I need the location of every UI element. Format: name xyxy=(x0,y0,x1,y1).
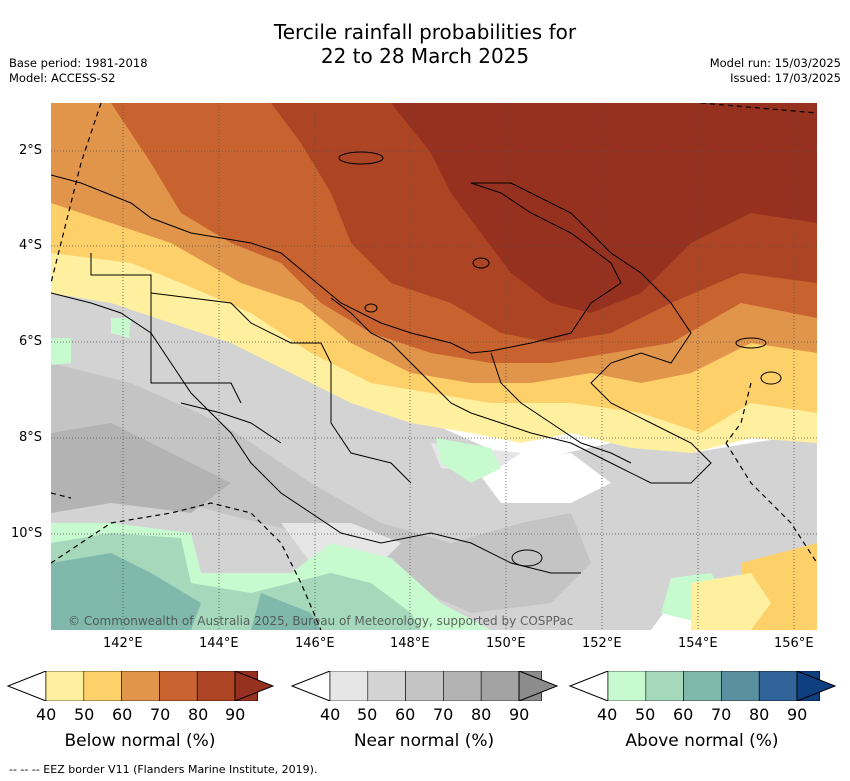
cbar-tick: 50 xyxy=(74,705,95,724)
cbar-segment xyxy=(645,671,684,701)
lon-label: 154°E xyxy=(678,636,718,651)
cbar-under-arrow xyxy=(568,671,609,701)
lat-label: 2°S xyxy=(19,143,43,158)
map-title: Tercile rainfall probabilities for 22 to… xyxy=(0,20,850,68)
lat-label: 4°S xyxy=(19,238,43,253)
model-run: Model run: 15/03/2025 xyxy=(709,56,841,70)
cbar-segment xyxy=(83,671,122,701)
title-line-2: 22 to 28 March 2025 xyxy=(320,44,530,68)
cbar-tick: 70 xyxy=(150,705,171,724)
lon-label: 144°E xyxy=(199,636,239,651)
lon-label: 148°E xyxy=(390,636,430,651)
lat-label: 8°S xyxy=(19,430,43,445)
cbar-segment xyxy=(480,671,520,701)
cbar-segment xyxy=(607,671,647,701)
cbar-segment xyxy=(367,671,406,701)
cbar-segment xyxy=(405,671,444,701)
cbar-tick: 70 xyxy=(433,705,454,724)
forecast-map xyxy=(51,103,817,630)
copyright-notice: © Commonwealth of Australia 2025, Bureau… xyxy=(68,614,574,628)
lon-label: 142°E xyxy=(103,636,143,651)
cbar-tick: 90 xyxy=(509,705,530,724)
lat-label: 6°S xyxy=(19,334,43,349)
metadata-left: Base period: 1981-2018 Model: ACCESS-S2 xyxy=(9,56,148,86)
cbar-segment xyxy=(159,671,198,701)
borders xyxy=(90,253,412,484)
cbar-tick: 40 xyxy=(597,705,618,724)
above-normal-label: Above normal (%) xyxy=(625,731,779,751)
cbar-tick: 40 xyxy=(320,705,341,724)
cbar-under-arrow xyxy=(290,671,331,701)
cbar-tick: 90 xyxy=(787,705,808,724)
graticule xyxy=(51,103,817,630)
issued-date: Issued: 17/03/2025 xyxy=(730,71,841,85)
model-name: Model: ACCESS-S2 xyxy=(9,71,116,85)
cbar-under-arrow xyxy=(6,671,47,701)
lon-label: 146°E xyxy=(295,636,335,651)
below-normal-label: Below normal (%) xyxy=(64,731,216,751)
cbar-tick: 50 xyxy=(635,705,656,724)
cbar-tick: 60 xyxy=(395,705,416,724)
near-normal-label: Near normal (%) xyxy=(353,731,495,751)
coastlines xyxy=(51,151,782,574)
near-normal-region xyxy=(51,293,817,630)
lon-label: 150°E xyxy=(486,636,526,651)
eez-borders xyxy=(51,103,817,630)
cbar-tick: 90 xyxy=(225,705,246,724)
cbar-over-arrow xyxy=(796,671,837,701)
map-canvas xyxy=(51,103,817,630)
eez-legend: -- -- -- EEZ border V11 (Flanders Marine… xyxy=(9,763,318,776)
lat-label: 10°S xyxy=(11,526,43,541)
title-line-1: Tercile rainfall probabilities for xyxy=(273,20,577,44)
cbar-tick: 60 xyxy=(673,705,694,724)
metadata-right: Model run: 15/03/2025 Issued: 17/03/2025 xyxy=(710,56,841,86)
lon-label: 152°E xyxy=(582,636,622,651)
cbar-segment xyxy=(121,671,160,701)
cbar-segment xyxy=(721,671,760,701)
cbar-segment xyxy=(329,671,369,701)
base-period: Base period: 1981-2018 xyxy=(9,56,148,70)
cbar-tick: 80 xyxy=(749,705,770,724)
colorbars xyxy=(6,671,837,701)
cbar-tick: 60 xyxy=(112,705,133,724)
cbar-tick: 50 xyxy=(357,705,378,724)
cbar-segment xyxy=(196,671,236,701)
cbar-over-arrow xyxy=(234,671,275,701)
cbar-over-arrow xyxy=(518,671,559,701)
cbar-segment xyxy=(45,671,85,701)
cbar-segment xyxy=(758,671,798,701)
cbar-tick: 70 xyxy=(711,705,732,724)
cbar-tick: 80 xyxy=(471,705,492,724)
cbar-segment xyxy=(443,671,482,701)
cbar-segment xyxy=(683,671,722,701)
cbar-tick: 80 xyxy=(188,705,209,724)
cbar-tick: 40 xyxy=(36,705,57,724)
lon-label: 156°E xyxy=(774,636,814,651)
